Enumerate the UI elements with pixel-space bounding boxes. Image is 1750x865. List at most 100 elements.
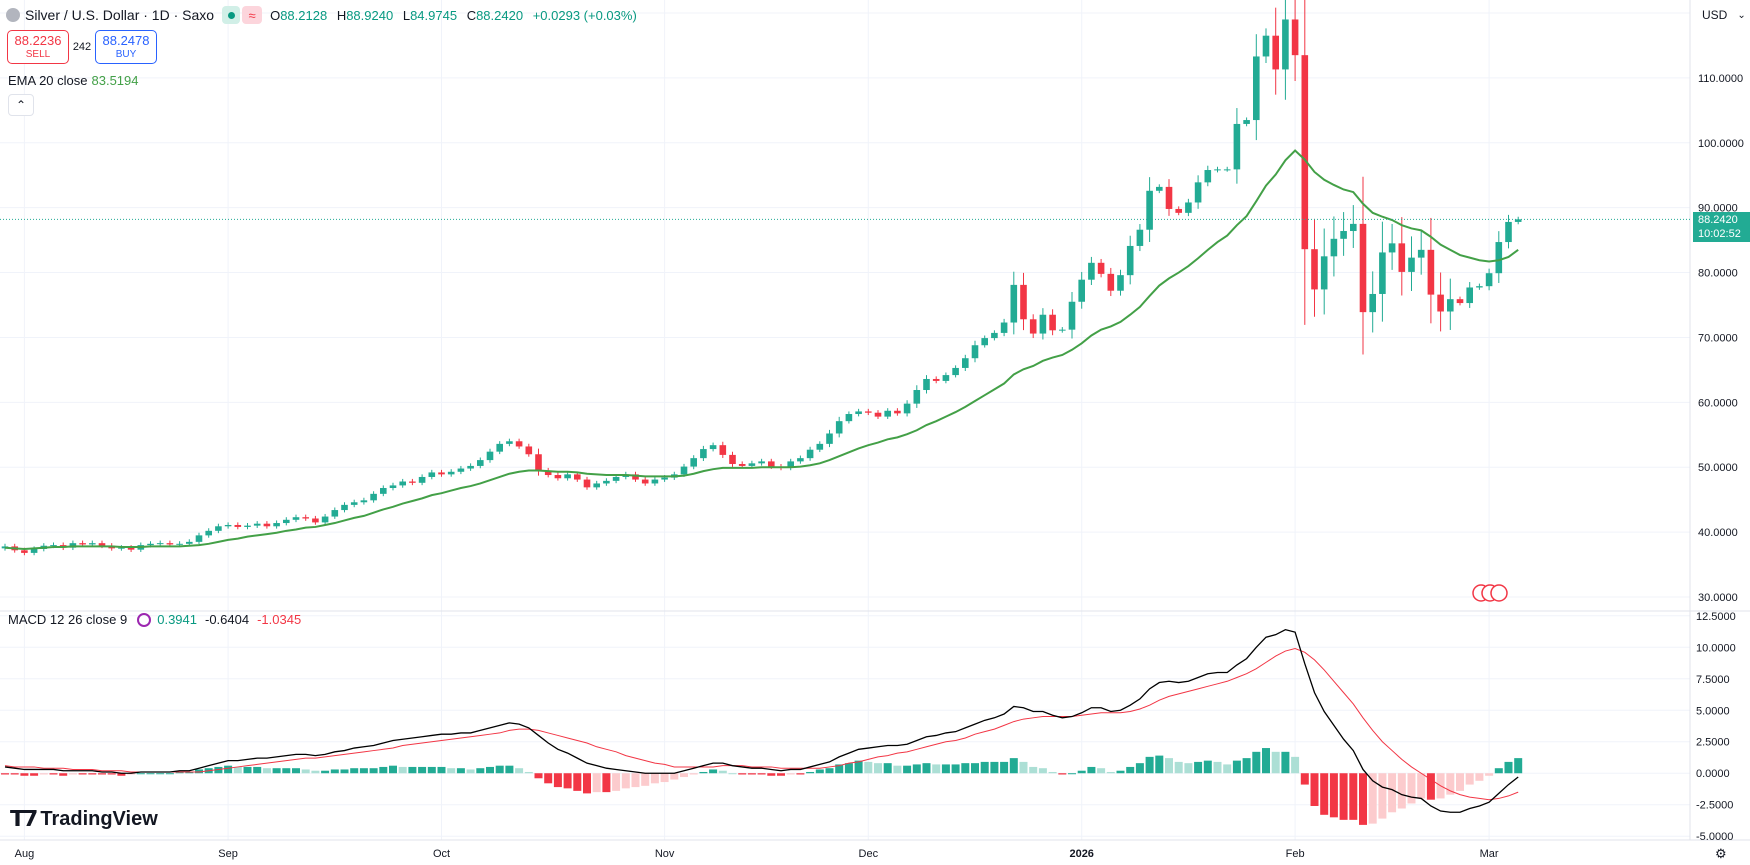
macd-histogram-bar (621, 773, 630, 789)
candle (1097, 262, 1105, 274)
macd-histogram-bar (1359, 773, 1367, 825)
macd-histogram-bar (398, 766, 407, 774)
macd-histogram-bar (107, 773, 116, 775)
candle (186, 541, 193, 544)
macd-histogram-bar (88, 773, 97, 775)
currency-select[interactable]: USD ⌄ (1694, 4, 1750, 26)
time-axis-label: 2026 (1069, 848, 1093, 860)
collapse-legend-button[interactable]: ⌃ (8, 94, 34, 116)
candle (457, 468, 465, 472)
macd-histogram-bar (612, 773, 621, 791)
candle (1126, 245, 1134, 276)
macd-legend[interactable]: MACD 12 26 close 9 0.3941 -0.6404 -1.034… (8, 612, 301, 627)
candle (826, 433, 833, 444)
market-status-badges[interactable]: ≈ (222, 6, 263, 24)
symbol-title[interactable]: Silver / U.S. Dollar · 1D · Saxo (25, 7, 215, 23)
macd-histogram-bar (1465, 773, 1474, 785)
macd-histogram-bar (961, 763, 970, 774)
macd-histogram-bar (515, 768, 524, 774)
time-axis-label: Oct (433, 848, 450, 860)
macd-histogram-bar (10, 773, 19, 775)
macd-histogram-bar (301, 769, 310, 774)
macd-histogram-bar (165, 773, 174, 775)
macd-histogram-bar (311, 770, 320, 774)
candle (962, 358, 969, 368)
candle (700, 449, 707, 459)
time-axis-label: Aug (15, 848, 35, 860)
candle (564, 474, 571, 479)
candle (215, 526, 222, 531)
macd-histogram-bar (1, 773, 9, 775)
candle (1088, 262, 1095, 280)
candle (1214, 169, 1221, 171)
macd-histogram-bar (68, 773, 77, 775)
candle (1029, 319, 1037, 334)
ema-legend[interactable]: EMA 20 close 83.5194 (8, 73, 139, 88)
candle (438, 472, 445, 475)
macd-histogram-bar (1378, 773, 1387, 819)
macd-histogram-bar (447, 768, 456, 774)
macd-histogram-bar (243, 766, 252, 774)
macd-histogram-bar (418, 766, 427, 774)
macd-histogram-bar (1485, 773, 1494, 776)
macd-histogram-bar (1232, 760, 1241, 774)
data-delay-icon[interactable]: ≈ (242, 6, 263, 24)
macd-histogram-bar (49, 773, 58, 775)
macd-histogram-bar (1310, 773, 1319, 806)
macd-histogram-bar (98, 773, 106, 775)
candle (1010, 284, 1018, 323)
macd-histogram-bar (476, 768, 485, 774)
candle (1320, 256, 1328, 290)
macd-histogram-bar (1135, 763, 1144, 774)
macd-histogram-bar (874, 763, 882, 774)
candle (205, 530, 212, 536)
bar-countdown: 10:02:52 (1698, 228, 1741, 241)
candle (409, 481, 416, 483)
candle (127, 547, 135, 550)
macd-histogram-bar (544, 773, 553, 784)
settings-gear-icon[interactable]: ⚙ (1715, 846, 1727, 861)
macd-histogram-bar (1048, 771, 1057, 774)
candle (1136, 229, 1144, 246)
candle (806, 449, 814, 459)
macd-histogram-bar (777, 773, 785, 776)
candle (574, 474, 581, 480)
ema-20-line (4, 149, 1519, 551)
tradingview-logo[interactable]: 𝗧𝟳 TradingView (10, 806, 158, 832)
macd-histogram-bar (136, 773, 145, 775)
macd-histogram-bar (796, 773, 805, 775)
candle (1514, 219, 1522, 222)
candle (370, 493, 377, 501)
macd-histogram-bar (660, 773, 669, 783)
macd-axis-label: 2.5000 (1696, 737, 1730, 749)
sell-button[interactable]: 88.2236 SELL (7, 30, 69, 64)
macd-histogram-bar (1320, 773, 1329, 815)
macd-histogram-bar (1397, 773, 1406, 809)
macd-histogram-bar (631, 773, 640, 788)
candle (661, 477, 668, 480)
tradingview-logo-icon: 𝗧𝟳 (10, 806, 38, 831)
candle (447, 471, 455, 475)
low-value: 84.9745 (410, 7, 458, 23)
histogram-value: -1.0345 (257, 612, 302, 627)
macd-histogram-bar (1068, 773, 1076, 775)
macd-histogram-bar (340, 769, 349, 774)
candle (1078, 279, 1085, 302)
candle (176, 543, 183, 545)
candle (1388, 243, 1396, 253)
macd-histogram-bar (1329, 773, 1338, 818)
us-flag-event-icon[interactable] (1490, 584, 1508, 602)
candle (1408, 257, 1415, 272)
candle (1059, 329, 1066, 331)
candle (865, 411, 872, 413)
candle (632, 474, 639, 480)
signal-value: -0.6404 (205, 612, 250, 627)
candle (651, 479, 659, 484)
market-open-icon[interactable] (222, 6, 241, 24)
buy-button[interactable]: 88.2478 BUY (95, 30, 157, 64)
candle (1466, 287, 1473, 304)
last-price-tag: 88.2420 10:02:52 (1693, 212, 1750, 243)
macd-histogram-bar (1126, 766, 1135, 774)
candle (787, 461, 794, 468)
